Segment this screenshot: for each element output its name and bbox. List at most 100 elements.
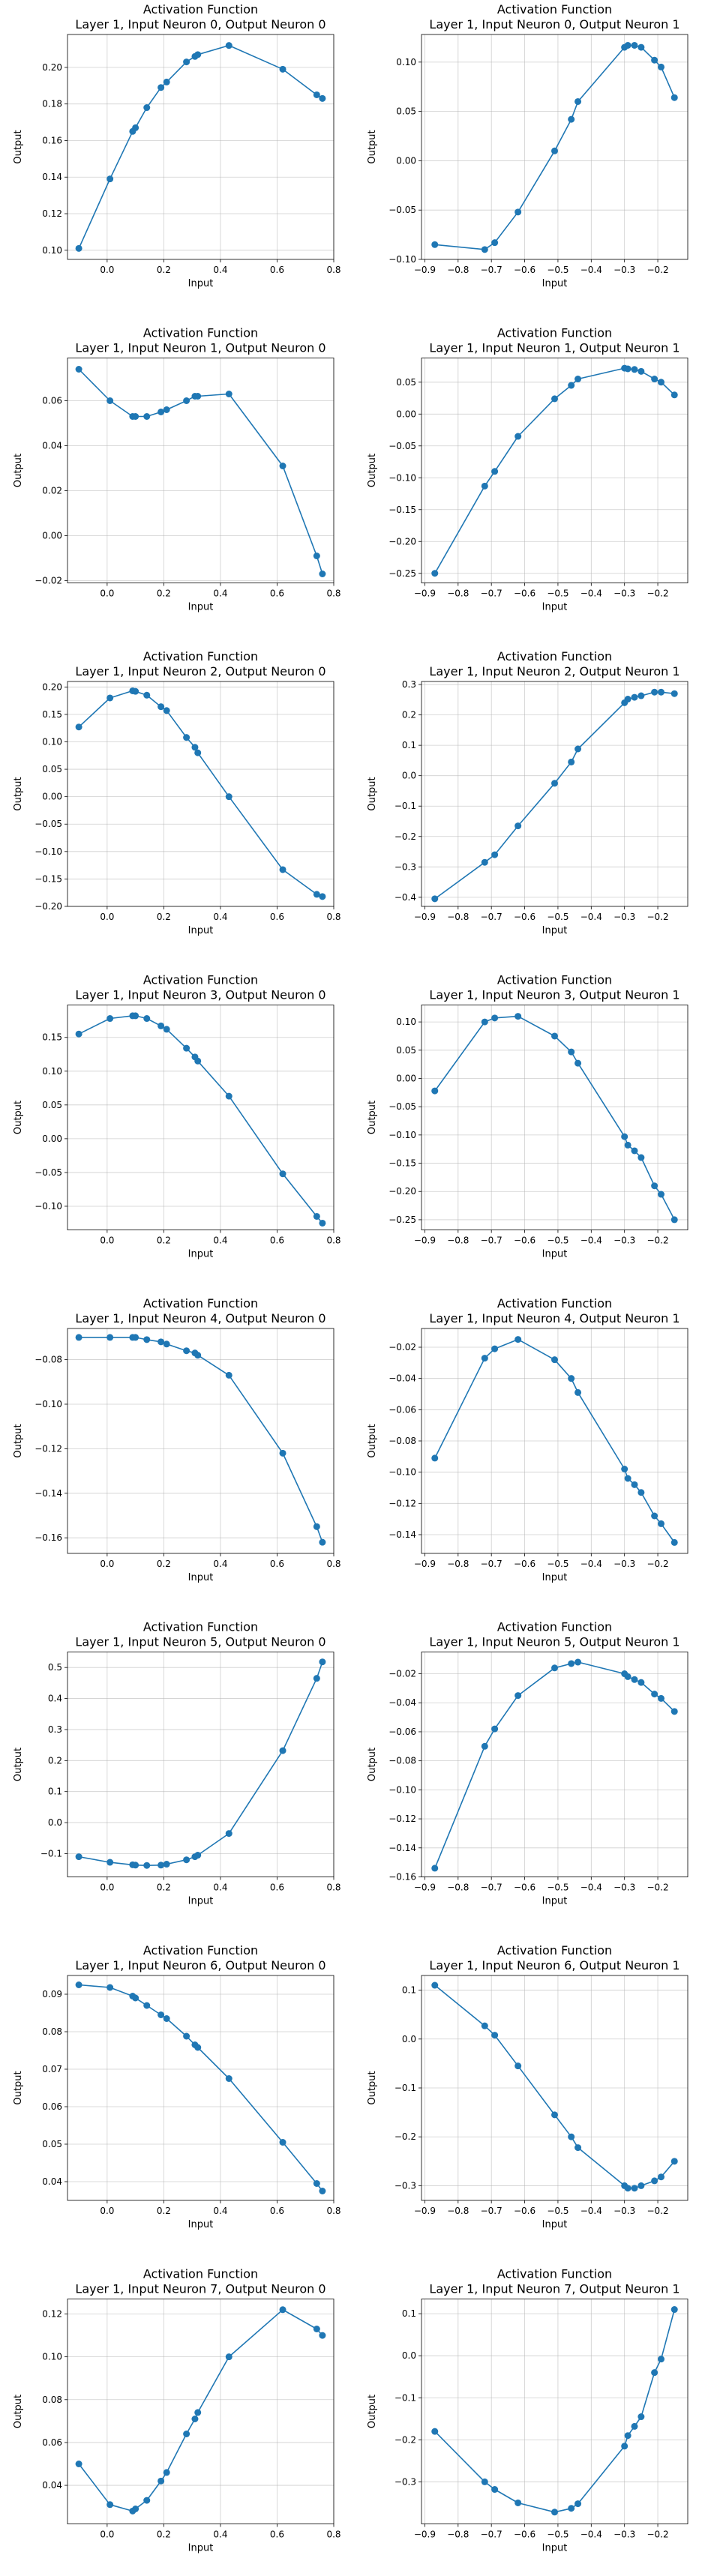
data-point (514, 2062, 522, 2070)
chart-title: Activation Function (497, 1296, 612, 1310)
y-tick-label: −0.10 (34, 846, 62, 857)
data-point (163, 707, 170, 714)
data-point (624, 1141, 632, 1149)
x-tick-label: 0.4 (213, 265, 227, 275)
y-tick-label: −0.02 (388, 1342, 416, 1352)
data-point (514, 208, 522, 216)
x-tick-label: 0.6 (270, 265, 284, 275)
x-tick-label: 0.6 (270, 912, 284, 922)
data-point (132, 124, 140, 131)
data-point (183, 1856, 190, 1864)
data-point (75, 1853, 82, 1861)
data-point (631, 1147, 638, 1155)
y-tick-label: −0.05 (34, 1167, 62, 1178)
data-point (194, 1852, 202, 1859)
data-point (183, 2032, 190, 2040)
x-tick-label: −0.3 (614, 2206, 635, 2216)
y-tick-label: −0.05 (388, 441, 416, 451)
data-point (132, 687, 140, 695)
x-tick-label: −0.8 (447, 265, 469, 275)
x-tick-label: −0.9 (414, 265, 436, 275)
chart-title: Activation Function (497, 1943, 612, 1957)
y-tick-label: 0.18 (42, 99, 62, 109)
x-tick-label: −0.2 (646, 1883, 668, 1893)
y-tick-label: 0.00 (42, 531, 62, 541)
data-point (225, 42, 232, 49)
x-tick-label: 0.8 (326, 912, 340, 922)
data-point (279, 1170, 286, 1178)
data-point (551, 780, 558, 787)
x-tick-label: −0.6 (514, 1883, 536, 1893)
x-tick-label: −0.3 (614, 1236, 635, 1246)
data-point (670, 2158, 678, 2165)
data-point (319, 2188, 326, 2194)
data-point (279, 1747, 286, 1754)
chart-title: Activation Function (143, 1620, 258, 1634)
data-point (621, 2443, 628, 2450)
data-point (658, 1520, 664, 1527)
x-tick-label: −0.9 (414, 2530, 436, 2540)
data-point (319, 1219, 326, 1227)
data-point (551, 395, 558, 403)
chart-title: Activation Function (497, 2, 612, 16)
x-axis-label: Input (188, 278, 214, 289)
data-point (651, 2369, 658, 2377)
data-point (638, 692, 645, 699)
chart-subtitle: Layer 1, Input Neuron 5, Output Neuron 1 (429, 1635, 680, 1649)
data-point (319, 1538, 326, 1546)
data-point (631, 693, 638, 701)
y-tick-label: −0.14 (34, 1488, 62, 1499)
chart-subtitle: Layer 1, Input Neuron 0, Output Neuron 0 (75, 17, 326, 31)
x-axis-label: Input (542, 1249, 568, 1260)
y-tick-label: 0.05 (396, 377, 416, 388)
data-point (106, 1334, 114, 1341)
x-tick-label: −0.9 (414, 1883, 436, 1893)
x-tick-label: −0.8 (447, 912, 469, 922)
y-tick-label: −0.04 (388, 1697, 416, 1708)
data-point (481, 1355, 488, 1362)
chart-subtitle: Layer 1, Input Neuron 4, Output Neuron 1 (429, 1311, 680, 1325)
chart-title: Activation Function (143, 649, 258, 663)
data-point (658, 379, 664, 386)
y-tick-label: 0.1 (402, 740, 416, 750)
data-point (568, 2505, 575, 2512)
y-tick-label: −0.25 (388, 1215, 416, 1225)
data-point (158, 1338, 165, 1346)
x-tick-label: −0.3 (614, 2530, 635, 2540)
data-point (313, 2180, 320, 2187)
chart-subtitle: Layer 1, Input Neuron 6, Output Neuron 0 (75, 1958, 326, 1972)
data-point (514, 822, 522, 830)
series-line (79, 1337, 323, 1543)
series-line (434, 691, 675, 900)
x-tick-label: 0.6 (270, 1236, 284, 1246)
data-point (132, 1012, 140, 1020)
x-tick-label: −0.6 (514, 265, 536, 275)
x-tick-label: −0.8 (447, 2206, 469, 2216)
y-tick-label: −0.02 (34, 576, 62, 586)
data-point (651, 688, 658, 696)
x-axis-label: Input (542, 1896, 568, 1907)
data-point (621, 1133, 628, 1140)
data-point (638, 43, 645, 51)
series-line (78, 1661, 323, 1866)
plot-frame (67, 358, 334, 583)
x-tick-label: 0.4 (213, 2206, 227, 2216)
x-tick-label: −0.5 (547, 2206, 568, 2216)
y-axis-label: Output (13, 777, 24, 810)
data-point (624, 696, 632, 703)
y-axis-label: Output (367, 1424, 378, 1457)
data-point (574, 1059, 582, 1067)
y-axis-label: Output (367, 777, 378, 810)
data-point (481, 2478, 488, 2485)
y-tick-label: 0.1 (402, 1985, 416, 1996)
x-tick-label: −0.6 (514, 2206, 536, 2216)
x-tick-label: −0.7 (481, 589, 502, 599)
x-tick-label: 0.2 (157, 1883, 171, 1893)
plot-frame (421, 1652, 688, 1877)
y-tick-label: 0.10 (42, 1066, 62, 1077)
x-axis-label: Input (188, 1572, 214, 1583)
